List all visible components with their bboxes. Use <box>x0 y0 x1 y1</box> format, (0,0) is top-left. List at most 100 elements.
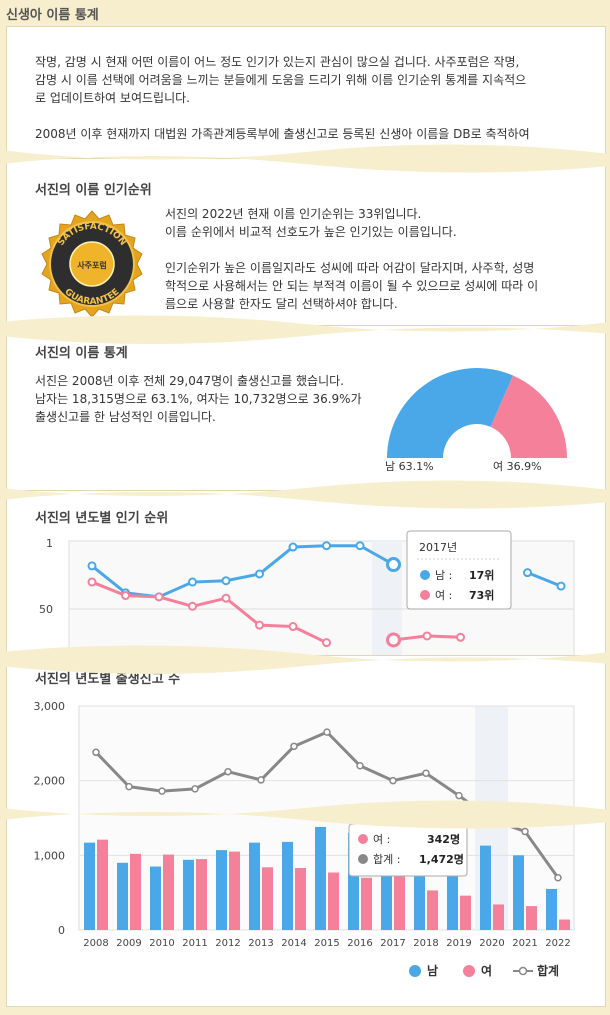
total-point-2017[interactable] <box>389 776 397 785</box>
rank-point-남-2022[interactable] <box>556 581 566 591</box>
popularity-title: 서진의 이름 인기순위 <box>35 183 152 198</box>
total-point-2012[interactable] <box>224 767 232 776</box>
rank-point-남-2016[interactable] <box>355 541 365 551</box>
bar-여-2008[interactable] <box>97 839 108 930</box>
rank-tooltip: 2017년 남 : 17위 여 : 73위 <box>406 530 512 610</box>
popularity-text-4: 학적으로 사용해서는 안 되는 부적격 이름이 될 수 있으므로 성씨에 따라 … <box>165 279 539 293</box>
tooltip-male-value: 17위 <box>469 569 494 582</box>
donut-slice-여[interactable] <box>490 375 567 458</box>
bar-남-2009[interactable] <box>117 862 128 930</box>
rank-point-여-2015[interactable] <box>322 638 331 648</box>
intro-text-3: 로 업데이트하여 보여드립니다. <box>35 91 190 105</box>
bar-남-2019[interactable] <box>447 855 458 930</box>
bar-여-2019[interactable] <box>460 895 471 930</box>
rank-ytick-50: 50 <box>39 603 53 616</box>
tooltip-female-value: 73위 <box>469 589 494 602</box>
birth-chart-panel: 서진의 년도별 출생신고 수 0 1,000 2,000 3,000 2008 2009… <box>6 655 606 1007</box>
rank-point-여-2008[interactable] <box>87 577 97 587</box>
total-point-2015[interactable] <box>323 728 331 736</box>
satisfaction-badge-icon: SATISFACTION GUARANTEE 사주포럼 <box>41 210 143 318</box>
bar-여-2017[interactable] <box>394 876 405 930</box>
bar-남-2018[interactable] <box>414 840 425 930</box>
total-point-2022[interactable] <box>554 873 562 882</box>
rank-point-여-2019[interactable] <box>456 632 465 642</box>
intro-text-2: 감명 시 이름 선택에 어려움을 느끼는 분들에게 도움을 드리기 위해 이름 … <box>35 73 527 87</box>
total-point-2008[interactable] <box>92 748 100 757</box>
donut-slice-남[interactable] <box>387 368 514 458</box>
birth-xtick: 2019 <box>446 938 471 949</box>
total-point-2021[interactable] <box>521 827 529 836</box>
rank-point-여-2010[interactable] <box>154 592 164 602</box>
rank-point-남-2017[interactable] <box>386 557 401 573</box>
total-point-2009[interactable] <box>125 782 133 791</box>
tooltip-female-label: 여 : <box>435 589 452 602</box>
bar-남-2012[interactable] <box>216 850 227 930</box>
total-point-2011[interactable] <box>191 785 199 793</box>
birth-xtick: 2020 <box>479 938 504 949</box>
bar-남-2021[interactable] <box>513 855 524 930</box>
total-point-2014[interactable] <box>290 742 298 751</box>
rank-point-여-2011[interactable] <box>188 601 197 611</box>
birth-xtick: 2010 <box>149 938 174 949</box>
birth-tooltip: 여 : 342명 합계 : 1,472명 <box>348 823 468 877</box>
rank-point-남-2013[interactable] <box>255 569 264 579</box>
bar-여-2009[interactable] <box>130 853 141 930</box>
bar-여-2022[interactable] <box>559 919 570 930</box>
rank-point-여-2012[interactable] <box>221 593 231 603</box>
total-point-2018[interactable] <box>422 769 430 777</box>
rank-point-여-2017[interactable] <box>386 632 401 648</box>
bar-남-2016[interactable] <box>348 832 359 930</box>
bar-여-2011[interactable] <box>196 859 207 930</box>
bar-남-2013[interactable] <box>249 842 260 930</box>
rank-point-여-2009[interactable] <box>121 591 130 601</box>
bar-남-2015[interactable] <box>315 826 326 930</box>
rank-point-남-2015[interactable] <box>322 541 331 551</box>
rank-point-여-2013[interactable] <box>255 620 264 630</box>
bar-남-2008[interactable] <box>84 842 95 930</box>
bar-남-2014[interactable] <box>282 841 293 930</box>
intro-text-4: 2008년 이후 현재까지 대법원 가족관계등록부에 출생신고로 등록된 신생아… <box>35 127 530 141</box>
bar-여-2018[interactable] <box>427 890 438 930</box>
bar-남-2011[interactable] <box>183 859 194 930</box>
bar-여-2021[interactable] <box>526 906 537 930</box>
rank-point-여-2014[interactable] <box>288 622 298 632</box>
total-point-2013[interactable] <box>257 776 265 784</box>
birth-xtick: 2021 <box>512 938 537 949</box>
rank-point-남-2008[interactable] <box>87 561 97 571</box>
birth-xtick: 2013 <box>248 938 273 949</box>
rank-point-남-2011[interactable] <box>188 577 197 587</box>
legend-female-dot[interactable] <box>463 965 475 977</box>
legend-male-label: 남 <box>427 963 438 978</box>
rank-line-chart: 1 50 2017년 남 : 17위 여 : 73위 <box>39 530 575 671</box>
birth-xtick: 2016 <box>347 938 372 949</box>
birth-ytick: 2,000 <box>34 775 66 788</box>
bar-여-2012[interactable] <box>229 851 240 930</box>
tooltip-male-dot <box>420 570 430 580</box>
total-point-2016[interactable] <box>356 761 364 770</box>
bar-여-2020[interactable] <box>493 904 504 930</box>
popularity-text-1: 서진의 2022년 현재 이름 인기순위는 33위입니다. <box>165 207 422 221</box>
birth-xtick: 2018 <box>413 938 438 949</box>
bar-남-2017[interactable] <box>381 845 392 930</box>
bar-남-2022[interactable] <box>546 888 557 930</box>
stats-title: 서진의 이름 통계 <box>35 346 128 361</box>
bar-남-2010[interactable] <box>150 866 161 930</box>
total-point-2010[interactable] <box>158 787 166 795</box>
rank-point-남-2021[interactable] <box>523 568 532 578</box>
tooltip-year: 2017년 <box>419 541 457 554</box>
legend-male-dot[interactable] <box>409 965 421 977</box>
bar-여-2014[interactable] <box>295 868 306 930</box>
birth-tooltip-female-value: 342명 <box>427 832 460 846</box>
total-point-2019[interactable] <box>455 791 463 800</box>
rank-chart-panel: 서진의 년도별 인기 순위 1 50 2017년 남 : 17위 여 : 73위 <box>6 490 606 672</box>
bar-여-2016[interactable] <box>361 877 372 930</box>
bar-여-2010[interactable] <box>163 854 174 930</box>
tooltip-male-label: 남 : <box>435 569 452 582</box>
bar-남-2020[interactable] <box>480 845 491 930</box>
rank-point-남-2012[interactable] <box>221 576 231 586</box>
total-point-2020[interactable] <box>488 816 496 824</box>
rank-point-여-2018[interactable] <box>422 631 432 641</box>
bar-여-2013[interactable] <box>262 867 273 930</box>
rank-point-남-2014[interactable] <box>288 542 298 552</box>
bar-여-2015[interactable] <box>328 872 339 930</box>
